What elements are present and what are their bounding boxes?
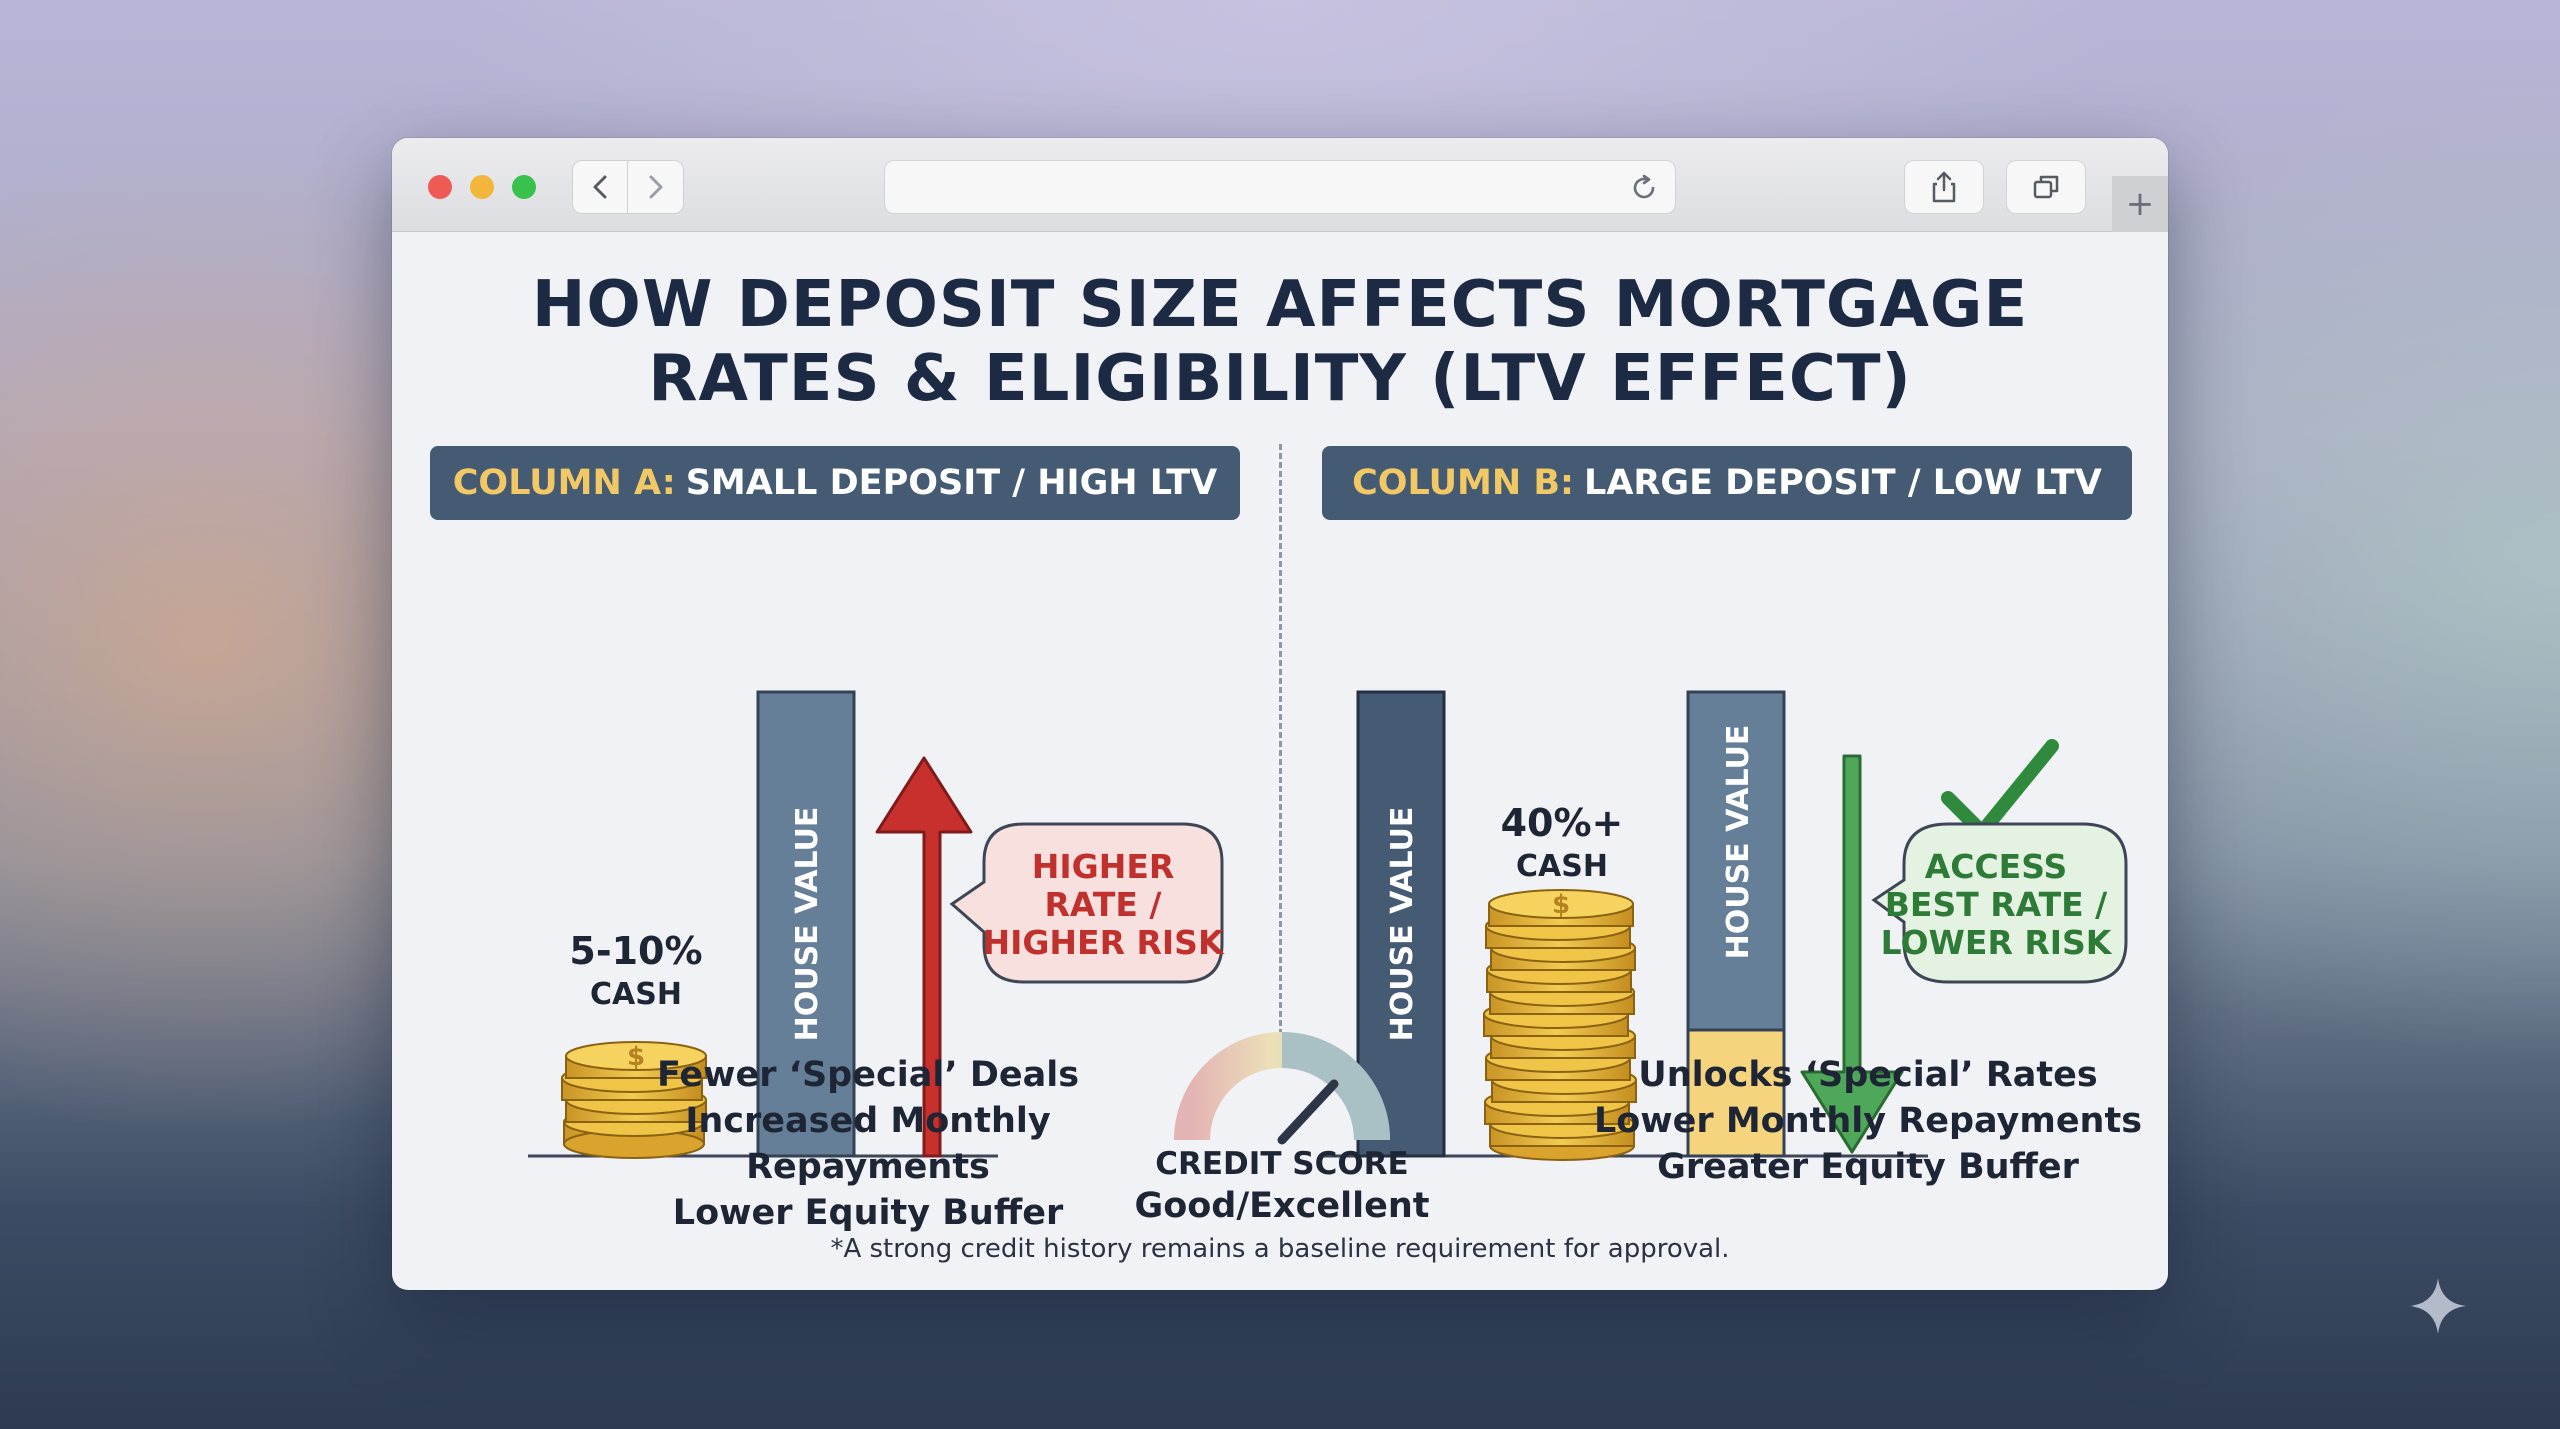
- column-divider: [1279, 444, 1282, 1044]
- back-button[interactable]: [572, 160, 628, 214]
- column-b-house-value-label-right: HOUSE VALUE: [1721, 725, 1756, 960]
- tabs-overview-button[interactable]: [2006, 160, 2086, 214]
- column-b-benefit-2: Lower Monthly Repayments: [1593, 1101, 2143, 1141]
- column-b-benefits: Unlocks ‘Special’ Rates Lower Monthly Re…: [1558, 1052, 2168, 1190]
- chevron-left-icon: [593, 175, 607, 199]
- column-b-cash-amount: 40%+: [1501, 801, 1624, 845]
- column-a-house-value-bar: [756, 690, 856, 1158]
- arrow-up-icon: [875, 756, 973, 1158]
- address-bar[interactable]: [884, 160, 1676, 214]
- tabs-overview-icon: [2033, 175, 2059, 199]
- plus-icon: +: [2125, 184, 2155, 224]
- column-a-benefit-3: Lower Equity Buffer: [672, 1193, 1064, 1233]
- infographic: HOW DEPOSIT SIZE AFFECTS MORTGAGE RATES …: [392, 232, 2168, 1290]
- column-a-callout-line-2: RATE /: [1045, 885, 1163, 924]
- sparkle-icon: [2410, 1278, 2466, 1334]
- title-line-1: HOW DEPOSIT SIZE AFFECTS MORTGAGE: [531, 268, 2029, 342]
- column-a-cash-amount: 5-10%: [569, 929, 702, 973]
- column-b-cash-label: CASH: [1516, 849, 1608, 884]
- share-icon: [1932, 171, 1956, 203]
- column-b-heading: LARGE DEPOSIT / LOW LTV: [1584, 463, 2102, 503]
- column-a-coin-stack: $: [561, 1041, 707, 1159]
- column-b-callout-line-1: ACCESS: [1925, 847, 2068, 886]
- column-b-callout-line-3: LOWER RISK: [1881, 923, 2113, 962]
- column-a-benefit-1: Fewer ‘Special’ Deals: [656, 1055, 1080, 1095]
- column-a-callout-line-1: HIGHER: [1032, 847, 1175, 886]
- column-b-equity-segment: [1686, 1028, 1786, 1158]
- dollar-icon: $: [627, 1042, 645, 1072]
- credit-score-gauge: [1174, 1032, 1390, 1145]
- gauge-needle: [1277, 1079, 1339, 1145]
- column-b-benefit-1: Unlocks ‘Special’ Rates: [1638, 1055, 2098, 1095]
- credit-score-value: Good/Excellent: [1134, 1186, 1430, 1226]
- column-a-benefits: Fewer ‘Special’ Deals Increased Monthly …: [558, 1052, 1178, 1236]
- checkmark-icon: [1941, 739, 2059, 839]
- footnote: *A strong credit history remains a basel…: [830, 1234, 1730, 1264]
- minimize-window-button[interactable]: [470, 175, 494, 199]
- share-button[interactable]: [1904, 160, 1984, 214]
- close-window-button[interactable]: [428, 175, 452, 199]
- column-a-cash-label: CASH: [590, 977, 682, 1012]
- reload-icon[interactable]: [1629, 173, 1659, 203]
- zoom-window-button[interactable]: [512, 175, 536, 199]
- browser-window: + HOW DEPOSIT SIZE AFFECTS MORTGAGE RATE…: [392, 138, 2168, 1290]
- dollar-icon: $: [1552, 890, 1570, 920]
- chevron-right-icon: [649, 175, 662, 199]
- column-a-header: COLUMN A: SMALL DEPOSIT / HIGH LTV: [430, 446, 1240, 520]
- forward-button[interactable]: [628, 160, 684, 214]
- column-b-callout-line-2: BEST RATE /: [1885, 885, 2108, 924]
- column-a-benefit-2: Increased Monthly Repayments: [685, 1101, 1051, 1187]
- page-title: HOW DEPOSIT SIZE AFFECTS MORTGAGE RATES …: [392, 268, 2168, 416]
- column-a-prefix: COLUMN A:: [452, 463, 676, 503]
- arrow-down-icon: [1800, 754, 1904, 1154]
- column-b-header: COLUMN B: LARGE DEPOSIT / LOW LTV: [1322, 446, 2132, 520]
- infographic-illustration: $ 5-10% CASH HOUSE VALUE HIGHER RATE / H…: [528, 690, 2128, 1161]
- credit-score-label: CREDIT SCORE: [1155, 1146, 1409, 1182]
- column-a-heading: SMALL DEPOSIT / HIGH LTV: [685, 463, 1218, 503]
- column-b-benefit-callout: ACCESS BEST RATE / LOWER RISK: [1871, 822, 2128, 984]
- new-tab-button[interactable]: +: [2112, 176, 2168, 232]
- column-b-benefit-3: Greater Equity Buffer: [1657, 1147, 2079, 1187]
- column-b-house-value-label-left: HOUSE VALUE: [1385, 807, 1420, 1042]
- column-b-coin-stack: $: [1483, 889, 1637, 1161]
- title-line-2: RATES & ELIGIBILITY (LTV EFFECT): [648, 342, 1912, 416]
- column-b-house-value-bar-left: [1356, 690, 1446, 1158]
- column-b-prefix: COLUMN B:: [1352, 463, 1575, 503]
- column-a-callout-line-3: HIGHER RISK: [982, 923, 1224, 962]
- browser-toolbar: +: [392, 138, 2168, 232]
- column-a-house-value-label: HOUSE VALUE: [790, 807, 825, 1042]
- column-a-risk-callout: HIGHER RATE / HIGHER RISK: [949, 822, 1225, 984]
- coin: $: [1488, 889, 1634, 927]
